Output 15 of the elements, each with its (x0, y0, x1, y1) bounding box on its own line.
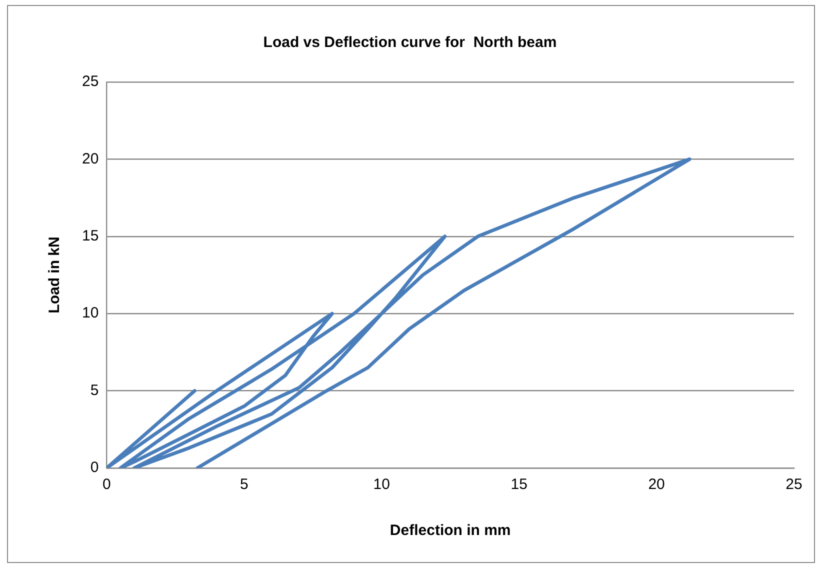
y-tick-label: 5 (90, 382, 99, 399)
x-axis-title: Deflection in mm (390, 522, 511, 540)
y-tick-label: 25 (82, 73, 99, 90)
chart-title: Load vs Deflection curve for North beam (263, 34, 557, 52)
x-tick-label: 5 (240, 476, 248, 494)
y-tick-label: 15 (82, 228, 99, 245)
y-tick-label: 10 (82, 304, 99, 322)
x-tick-label: 25 (786, 476, 802, 494)
x-tick-label: 15 (510, 476, 528, 494)
y-tick-label: 20 (82, 150, 99, 168)
y-tick-label: 0 (90, 459, 99, 476)
x-tick-label: 0 (102, 476, 111, 494)
x-tick-label: 20 (648, 476, 665, 494)
y-axis-title: Load in kN (46, 236, 64, 314)
x-tick-label: 10 (373, 476, 390, 494)
